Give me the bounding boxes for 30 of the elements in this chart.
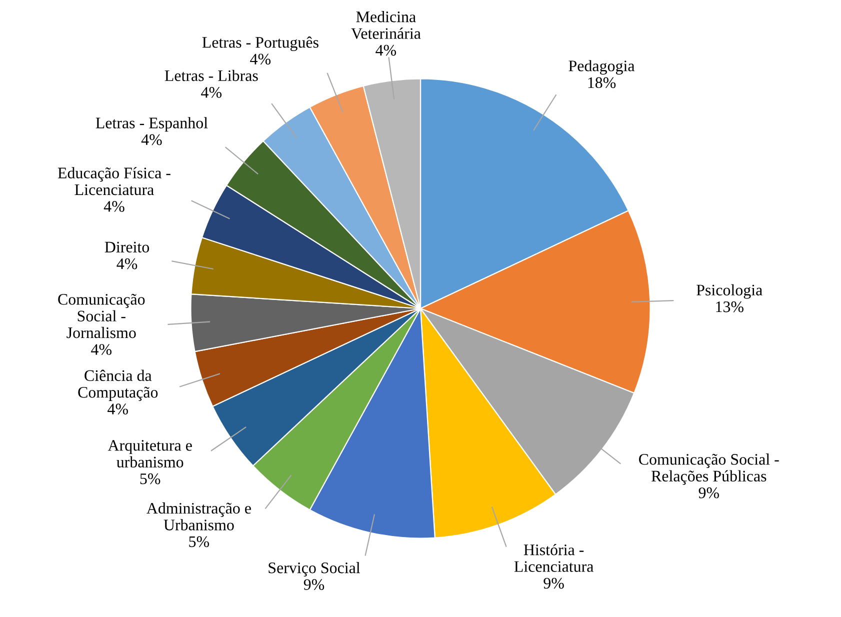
- data-label: 4%: [116, 258, 138, 270]
- data-label: 4%: [108, 404, 128, 414]
- slice-label: Letras - Libras: [164, 70, 258, 82]
- slice-label: Direito: [104, 242, 150, 252]
- data-label: 9%: [304, 579, 324, 590]
- slice-label: Ciência da Computação: [78, 370, 158, 401]
- data-label: 5%: [189, 536, 210, 548]
- slice-label: Pedagogia: [568, 60, 635, 75]
- slice-label: Comunicação Social - Relações Públicas: [639, 454, 779, 485]
- slice-label: História - Licenciatura: [514, 544, 594, 572]
- data-label: 9%: [544, 578, 564, 589]
- data-label: 13%: [716, 301, 744, 312]
- data-label: 4%: [104, 201, 124, 212]
- data-label: 4%: [201, 86, 222, 98]
- slice-label: Comunicação Social - Jornalismo: [58, 294, 145, 338]
- data-label: 4%: [141, 134, 162, 146]
- data-label: 4%: [250, 54, 271, 65]
- slice-label: Medicina Veterinária: [351, 10, 421, 40]
- slice-label: Educação Física - Licenciatura: [58, 167, 170, 196]
- slice-label: Letras - Espanhol: [96, 117, 208, 132]
- slice-label: Psicologia: [696, 284, 762, 299]
- data-label: 18%: [588, 77, 616, 88]
- slice-label: Arquitetura e urbanismo: [108, 440, 192, 468]
- slice-label: Administração e Urbanismo: [146, 502, 251, 530]
- slice-label: Letras - Português: [202, 36, 318, 52]
- data-label: 4%: [91, 344, 112, 355]
- data-label: 9%: [698, 487, 719, 498]
- data-label: 5%: [140, 473, 160, 484]
- slice-label: Serviço Social: [268, 562, 360, 576]
- data-label: 4%: [376, 44, 396, 56]
